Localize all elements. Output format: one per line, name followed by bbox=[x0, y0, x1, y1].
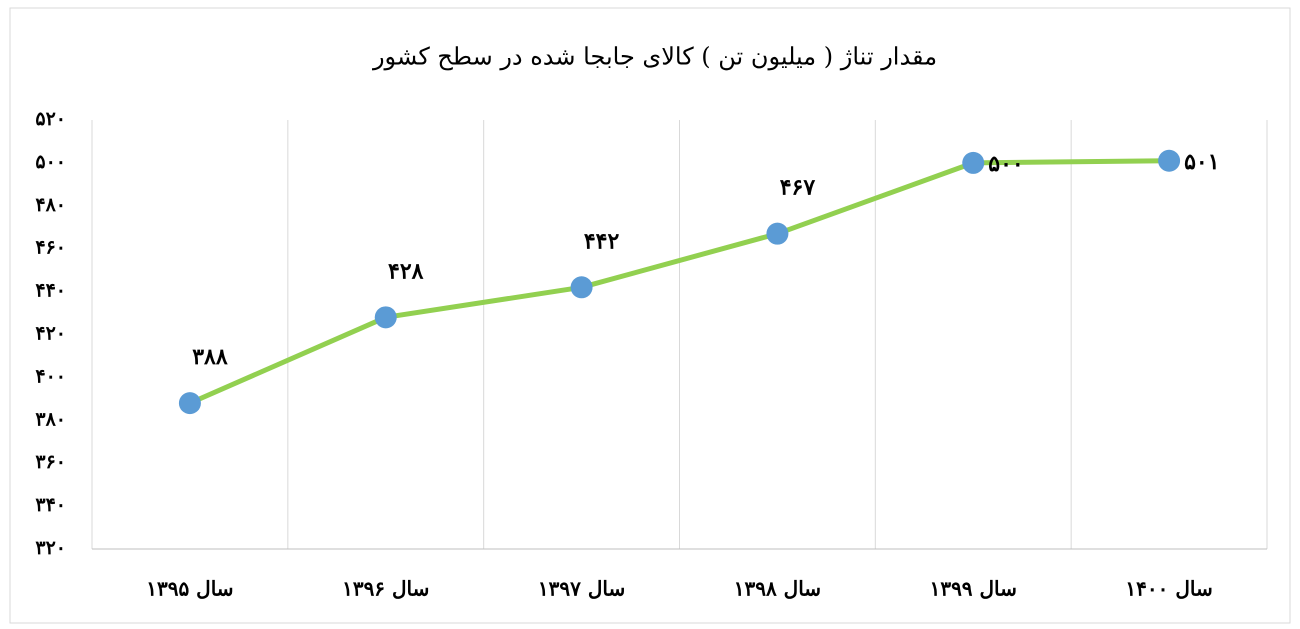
marker bbox=[570, 276, 593, 299]
chart-frame bbox=[9, 7, 1291, 624]
x-tick-label: سال ۱۳۹۸ bbox=[734, 577, 821, 601]
x-tick-label: سال ۱۳۹۵ bbox=[146, 577, 233, 601]
marker bbox=[178, 392, 201, 415]
chart-title: مقدار تناژ ( میلیون تن ) کالای جابجا شده… bbox=[372, 43, 937, 71]
y-tick-label: ۳۴۰ bbox=[35, 494, 66, 516]
y-tick-label: ۴۶۰ bbox=[35, 237, 66, 259]
data-label: ۵۰۱ bbox=[1184, 149, 1219, 175]
data-label: ۴۶۷ bbox=[780, 175, 816, 201]
y-tick-label: ۵۰۰ bbox=[35, 151, 66, 173]
data-label: ۳۸۸ bbox=[192, 344, 228, 370]
y-tick-label: ۳۶۰ bbox=[35, 451, 66, 473]
data-label: ۵۰۰ bbox=[988, 151, 1023, 177]
x-tick-label: سال ۱۳۹۶ bbox=[342, 577, 429, 601]
y-tick-label: ۳۲۰ bbox=[35, 537, 66, 559]
marker bbox=[1158, 149, 1181, 172]
y-tick-label: ۴۴۰ bbox=[35, 280, 66, 302]
y-tick-label: ۳۸۰ bbox=[35, 408, 66, 430]
x-tick-label: سال ۱۴۰۰ bbox=[1125, 577, 1212, 601]
marker bbox=[374, 306, 397, 329]
x-tick-label: سال ۱۳۹۹ bbox=[930, 577, 1017, 601]
y-tick-label: ۴۸۰ bbox=[35, 194, 66, 216]
y-tick-label: ۴۲۰ bbox=[35, 323, 66, 345]
y-tick-label: ۵۲۰ bbox=[35, 108, 66, 130]
line bbox=[188, 158, 1170, 406]
y-tick-label: ۴۰۰ bbox=[35, 365, 66, 387]
data-label: ۴۴۲ bbox=[584, 228, 620, 254]
x-tick-label: سال ۱۳۹۷ bbox=[538, 577, 625, 601]
data-label: ۴۲۸ bbox=[388, 258, 424, 284]
marker bbox=[962, 151, 985, 174]
marker bbox=[766, 222, 789, 245]
